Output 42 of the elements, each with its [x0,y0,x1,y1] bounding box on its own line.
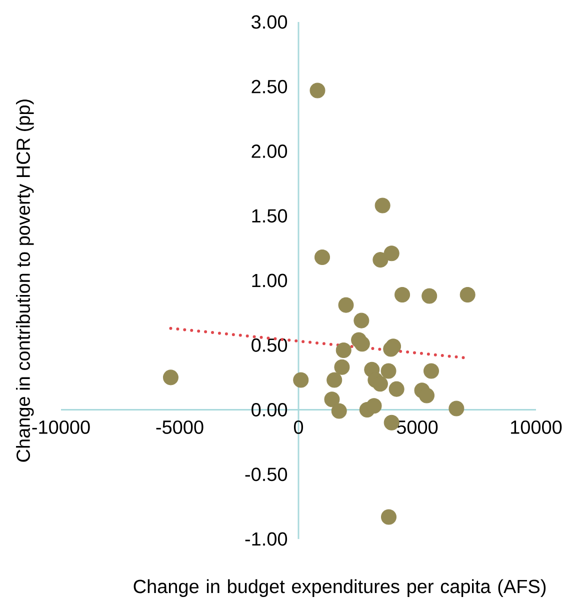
point [338,297,354,313]
x-tick-label: 10000 [511,420,562,434]
point [162,370,178,386]
point [418,388,435,404]
point [448,400,464,416]
y-tick-label: -1.00 [245,532,288,546]
point [380,363,396,379]
y-tick-label: 3.00 [252,15,288,29]
point [366,398,382,414]
point [354,336,370,352]
point [460,286,476,302]
y-tick-label: 1.00 [252,274,288,288]
y-tick-label: -0.50 [245,468,288,482]
x-tick-label: -5000 [156,420,204,434]
point [314,249,330,265]
point [372,376,388,392]
y-tick-label: 2.50 [252,80,288,94]
point [324,392,340,408]
x-axis-title: Change in budget expenditures per capita (AFS) [134,579,546,597]
point [423,363,440,379]
x-tick-label: -10000 [32,420,90,434]
point [293,372,309,388]
point [331,403,347,419]
point [374,198,390,214]
y-axis-title: Change in contribution to poverty HCR (pp) [16,100,34,462]
point [334,359,350,375]
y-tick-label: 0.00 [252,403,288,416]
point [310,82,326,98]
y-tick-label: 2.00 [252,144,288,158]
x-tick-label: 0 [294,420,304,434]
y-tick-label: 1.50 [252,209,288,223]
point [372,252,388,268]
x-tick-label: 5000 [396,420,438,434]
point [380,509,397,525]
point [388,381,404,397]
y-tick-label: 0.50 [252,338,288,352]
point [384,246,400,262]
point [326,372,342,388]
point [354,312,370,328]
point [422,288,438,304]
point [336,342,352,358]
point [394,286,410,302]
